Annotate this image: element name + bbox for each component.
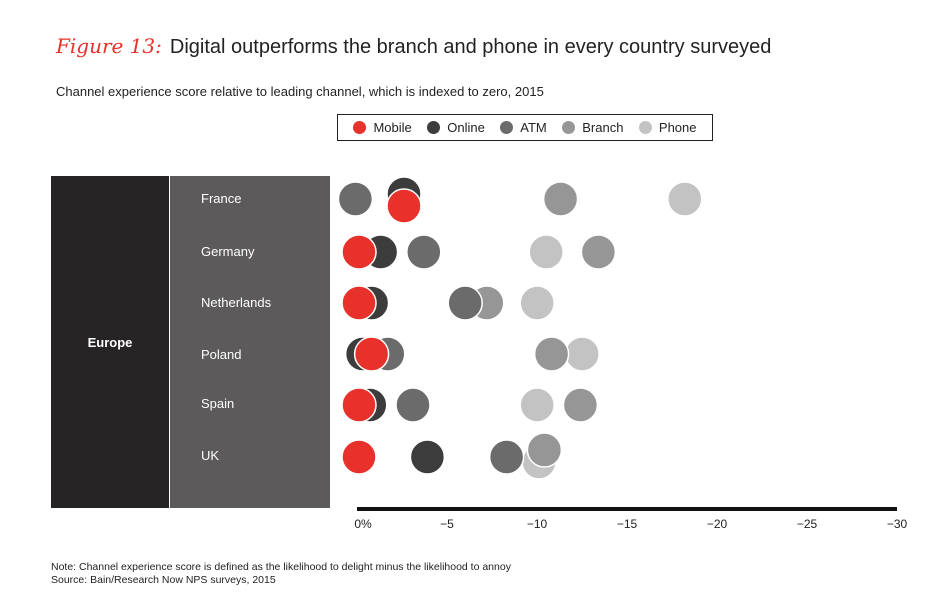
data-point-atm-spain: [395, 387, 431, 423]
note-text: Note: Channel experience score is define…: [51, 561, 511, 573]
data-point-mobile-spain: [341, 387, 377, 423]
legend-label-online: Online: [447, 120, 485, 135]
country-label-spain: Spain: [201, 396, 235, 411]
data-point-phone-germany: [528, 234, 564, 270]
data-point-mobile-poland: [353, 336, 390, 372]
legend-swatch-atm: [500, 121, 514, 134]
data-point-atm-germany: [406, 234, 442, 270]
figure-label: Figure 13:: [56, 34, 162, 58]
region-label: Europe: [87, 334, 133, 350]
country-label-netherlands: Netherlands: [201, 295, 272, 310]
legend-label-phone: Phone: [658, 120, 697, 135]
data-point-branch-germany: [580, 234, 617, 270]
x-tick-label: −20: [707, 517, 728, 531]
legend-label-branch: Branch: [582, 120, 624, 135]
chart-notes: Note: Channel experience score is define…: [51, 561, 511, 587]
data-point-online-uk: [409, 439, 446, 475]
data-point-phone-poland: [564, 336, 600, 372]
data-point-mobile-uk: [341, 439, 377, 475]
data-point-atm-netherlands: [447, 285, 483, 321]
legend-label-mobile: Mobile: [373, 120, 412, 135]
legend-item-online: Online: [427, 120, 485, 135]
figure-title: Figure 13: Digital outperforms the branch…: [56, 34, 771, 59]
data-point-phone-netherlands: [519, 285, 555, 321]
x-tick-label: −15: [617, 517, 638, 531]
data-point-branch-poland: [533, 336, 570, 372]
legend-item-branch: Branch: [562, 120, 623, 135]
chart-subtitle: Channel experience score relative to lea…: [56, 84, 544, 99]
legend-item-mobile: Mobile: [353, 120, 412, 135]
legend-swatch-phone: [638, 121, 652, 134]
x-tick-label: −10: [527, 517, 548, 531]
source-text: Source: Bain/Research Now NPS surveys, 2…: [51, 574, 276, 586]
country-label-panel: France Germany Netherlands Poland Spain …: [170, 176, 330, 508]
legend-swatch-online: [427, 121, 441, 134]
country-label-poland: Poland: [201, 347, 242, 362]
data-point-mobile-france: [386, 188, 422, 224]
legend-item-phone: Phone: [638, 120, 697, 135]
data-point-branch-france: [542, 181, 579, 217]
x-tick-label: −5: [440, 517, 454, 531]
legend-label-atm: ATM: [520, 120, 547, 135]
legend-item-atm: ATM: [500, 120, 547, 135]
data-point-atm-france: [337, 181, 374, 217]
legend-swatch-mobile: [353, 121, 367, 134]
x-tick-label: −25: [797, 517, 818, 531]
data-point-atm-uk: [488, 439, 525, 475]
country-label-france: France: [201, 191, 242, 206]
region-label-panel: Europe: [51, 176, 169, 508]
country-label-uk: UK: [201, 448, 220, 463]
data-point-mobile-germany: [341, 234, 377, 270]
legend-swatch-branch: [562, 121, 576, 134]
data-point-mobile-netherlands: [341, 285, 377, 321]
data-point-phone-spain: [519, 387, 555, 423]
x-tick-label: −30: [887, 517, 908, 531]
data-point-branch-spain: [562, 387, 599, 423]
data-point-phone-france: [667, 181, 703, 217]
chart-title: Digital outperforms the branch and phone…: [169, 36, 772, 58]
data-point-branch-uk: [526, 432, 563, 468]
country-label-germany: Germany: [201, 244, 255, 259]
x-tick-label: 0%: [354, 517, 372, 531]
chart-legend: Mobile Online ATM Branch Phone: [337, 114, 713, 141]
